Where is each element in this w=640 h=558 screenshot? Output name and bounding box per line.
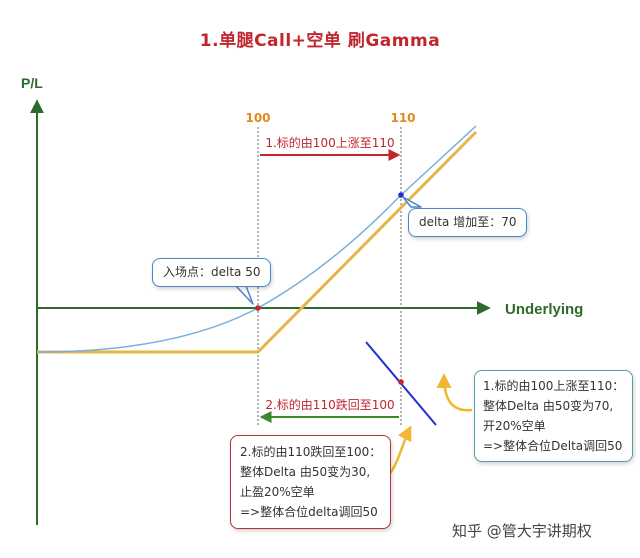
summary-down-callout: 2.标的由110跌回至100： 整体Delta 由50变为30, 止盈20%空单… [230,435,392,529]
entry-callout: 入场点：delta 50 [152,258,272,287]
arrow-down-label: 2.标的由110跌回至100 [265,397,394,412]
option-value-curve [36,125,477,353]
short-point-marker [398,379,404,385]
summary-up-line-4: =>整体合位Delta调回50 [483,439,623,453]
entry-point-marker [255,305,261,311]
watermark: 知乎 @管大宇讲期权 [452,522,592,540]
tick-label-110: 110 [390,111,415,125]
tick-label-100: 100 [245,111,270,125]
y-axis-label: P/L [21,75,43,91]
summary-up-line-1: 1.标的由100上涨至110： [483,379,625,393]
delta70-point-marker [398,192,404,198]
payoff-line [37,130,478,354]
entry-callout-tail [235,285,254,305]
summary-down-line-4: =>整体合位delta调回50 [240,505,378,519]
summary-down-line-3: 止盈20%空单 [240,485,315,499]
summary-up-line-2: 整体Delta 由50变为70, [483,399,614,413]
summary-down-line-2: 整体Delta 由50变为30, [240,465,371,479]
delta-up-callout: delta 增加至：70 [408,208,528,237]
x-axis-label: Underlying [505,301,583,318]
arrow-up-label: 1.标的由100上涨至110 [265,135,394,150]
delta-callout-tail [402,196,422,208]
entry-callout-text: 入场点：delta 50 [163,265,261,279]
delta-up-callout-text: delta 增加至：70 [419,215,517,229]
summary-up-line-3: 开20%空单 [483,419,546,433]
pointer-arrow-up [436,373,473,412]
summary-down-line-1: 2.标的由110跌回至100： [240,445,382,459]
summary-up-callout: 1.标的由100上涨至110： 整体Delta 由50变为70, 开20%空单 … [474,370,634,462]
page-title: 1.单腿Call+空单 刷Gamma [199,31,441,51]
